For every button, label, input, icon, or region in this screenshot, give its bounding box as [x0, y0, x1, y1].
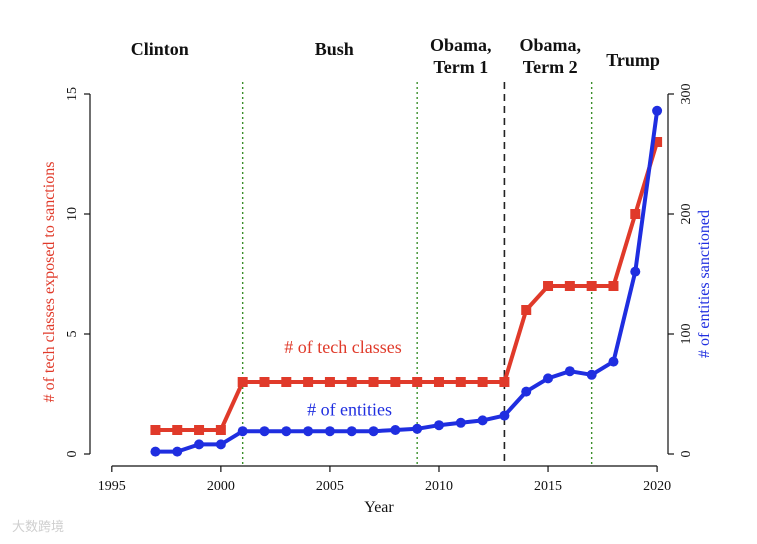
left-y-tick-label: 5	[65, 331, 80, 338]
x-tick-label: 2020	[643, 479, 671, 494]
tech-classes-marker	[281, 377, 292, 387]
entities-marker	[259, 426, 270, 437]
tech-classes-marker	[150, 425, 161, 435]
tech-classes-marker	[346, 377, 357, 387]
entities-marker	[477, 415, 488, 426]
x-tick-label: 2005	[316, 479, 344, 494]
era-label: Obama, Term 2	[519, 35, 581, 77]
tech-classes-marker	[412, 377, 423, 387]
tech-classes-marker	[259, 377, 270, 387]
entities-marker	[543, 373, 554, 384]
entities-marker	[412, 423, 423, 434]
x-tick-label: 1995	[98, 479, 126, 494]
tech-classes-marker	[608, 281, 619, 291]
tech-classes-marker	[455, 377, 466, 387]
tech-classes-marker	[652, 137, 663, 147]
tech-classes-marker	[368, 377, 379, 387]
x-tick-label: 2000	[207, 479, 235, 494]
entities-marker	[455, 417, 466, 428]
entities-marker	[303, 426, 314, 437]
entities-marker	[652, 105, 663, 116]
tech-classes-marker	[215, 425, 226, 435]
era-label: Trump	[606, 50, 660, 70]
axes: 1995 2000 2005 2010 2015 2020 0 5 10 15 0 100 200 300…	[41, 84, 713, 517]
entities-marker	[521, 386, 532, 397]
x-axis-title: Year	[364, 499, 394, 516]
watermark-text: 大数跨境	[12, 520, 64, 535]
labels-layer: # of tech classes # of entities Clinton Bus…	[131, 35, 660, 420]
tech-classes-marker	[390, 377, 401, 387]
left-y-tick-label: 0	[65, 451, 80, 458]
entities-marker	[433, 420, 444, 431]
tech-classes-marker	[564, 281, 575, 291]
entities-marker	[281, 426, 292, 437]
entities-marker	[608, 356, 619, 367]
tech-classes-marker	[521, 305, 532, 315]
entities-line	[155, 110, 660, 454]
tech-classes-marker	[630, 209, 641, 219]
left-axis-title: # of tech classes exposed to sanctions	[41, 162, 58, 403]
right-y-tick-label: 100	[679, 324, 694, 345]
tech-classes-marker	[477, 377, 488, 387]
tech-classes-marker	[303, 377, 314, 387]
entities-label: # of entities	[307, 400, 392, 420]
entities-marker	[586, 369, 597, 380]
left-y-tick-label: 10	[65, 207, 80, 221]
x-tick-label: 2015	[534, 479, 562, 494]
era-label: Obama, Term 1	[430, 35, 492, 77]
entities-marker	[194, 439, 205, 450]
tech-classes-marker	[499, 377, 510, 387]
tech-classes-marker	[172, 425, 183, 435]
entities-marker	[390, 425, 401, 435]
tech-classes-marker	[237, 377, 248, 387]
tech-classes-marker	[324, 377, 335, 387]
entities-marker	[630, 266, 641, 277]
tech-classes-marker	[194, 425, 205, 435]
right-y-tick-label: 200	[679, 204, 694, 225]
left-y-tick-label: 15	[65, 87, 80, 101]
entities-marker	[499, 410, 510, 421]
right-axis-title: # of entities sanctioned	[696, 210, 713, 358]
entities-marker	[150, 446, 161, 457]
entities-marker	[346, 426, 357, 437]
entities-marker	[172, 446, 183, 457]
entities-marker	[368, 426, 379, 437]
tech-classes-marker	[586, 281, 597, 291]
entities-marker	[237, 426, 248, 437]
era-label: Clinton	[131, 39, 189, 59]
x-tick-label: 2010	[425, 479, 453, 494]
era-label: Bush	[315, 39, 354, 59]
tech-classes-marker	[543, 281, 554, 291]
right-y-tick-label: 300	[679, 84, 694, 105]
series-layer	[150, 105, 663, 457]
tech-classes-label: # of tech classes	[284, 337, 401, 357]
tech-classes-line	[155, 141, 660, 432]
entities-marker	[215, 439, 226, 450]
right-y-tick-label: 0	[679, 451, 694, 458]
entities-marker	[564, 366, 575, 377]
era-divider-lines	[241, 82, 593, 466]
entities-marker	[324, 426, 335, 437]
tech-classes-marker	[433, 377, 444, 387]
